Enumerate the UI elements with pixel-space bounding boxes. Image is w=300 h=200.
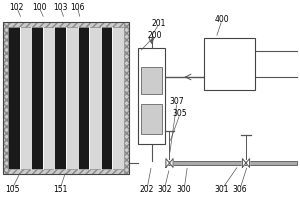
Bar [141, 104, 162, 134]
Bar [112, 27, 124, 169]
Text: 100: 100 [32, 2, 46, 11]
Bar [100, 27, 112, 169]
Text: 307: 307 [170, 98, 184, 106]
Text: 300: 300 [177, 184, 191, 194]
Bar [3, 169, 129, 174]
Bar [138, 48, 165, 144]
Bar [77, 27, 89, 169]
Text: 305: 305 [173, 110, 187, 118]
Polygon shape [242, 159, 250, 167]
Bar [66, 27, 77, 169]
Bar [32, 27, 43, 169]
Bar [3, 22, 8, 174]
Bar [141, 67, 162, 94]
Text: 103: 103 [53, 2, 67, 11]
Text: 400: 400 [215, 16, 229, 24]
Bar [3, 22, 129, 27]
Text: 306: 306 [233, 184, 247, 194]
Text: 302: 302 [157, 184, 172, 194]
Text: 105: 105 [5, 184, 19, 194]
Bar [3, 22, 129, 174]
Text: 102: 102 [9, 2, 24, 11]
Bar [8, 27, 20, 169]
Text: 201: 201 [152, 20, 166, 28]
Bar [124, 22, 129, 174]
Bar [89, 27, 100, 169]
Text: 301: 301 [215, 184, 229, 194]
Bar [204, 38, 255, 90]
Bar [165, 161, 297, 165]
Text: 106: 106 [70, 2, 85, 11]
Bar [55, 27, 66, 169]
Text: 200: 200 [147, 31, 162, 40]
Text: 202: 202 [140, 184, 154, 194]
Bar [20, 27, 32, 169]
Polygon shape [166, 159, 173, 167]
Text: 151: 151 [53, 184, 67, 194]
Bar [43, 27, 55, 169]
